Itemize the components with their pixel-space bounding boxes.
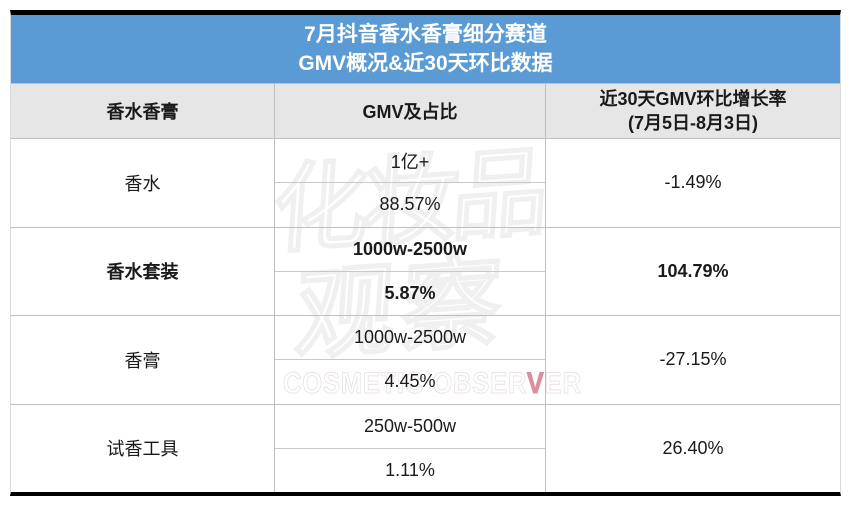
growth-cell: -27.15% (659, 349, 727, 370)
share-value: 88.57% (379, 194, 441, 215)
category-cell: 香膏 (124, 350, 161, 371)
gmv-report-table: 化妆品 观察 COSMETIC OBSERVER 7月抖音香水香膏细分赛道 GM… (10, 10, 841, 496)
header-row: 香水香膏 GMV及占比 近30天GMV环比增长率 (7月5日-8月3日) (11, 83, 840, 139)
col-header-category: 香水香膏 (106, 102, 179, 122)
table-title: 7月抖音香水香膏细分赛道 GMV概况&近30天环比数据 (11, 15, 840, 83)
col-header-growth-line2: (7月5日-8月3日) (627, 113, 759, 133)
growth-cell: -1.49% (664, 172, 722, 193)
table-row-perfume-set: 香水套装 1000w-2500w 5.87% 104.79% (11, 226, 840, 315)
col-header-growth-line1: 近30天GMV环比增长率 (599, 88, 787, 109)
table-title-line2: GMV概况&近30天环比数据 (298, 52, 553, 75)
table-row-balm: 香膏 1000w-2500w 4.45% -27.15% (11, 315, 840, 404)
gmv-value: 1000w-2500w (275, 228, 545, 272)
gmv-share-cell: 250w-500w 1.11% (274, 404, 546, 492)
table-title-line1: 7月抖音香水香膏细分赛道 (304, 22, 547, 46)
share-value: 5.87% (384, 282, 436, 303)
share-value: 4.45% (384, 371, 436, 392)
gmv-share-cell: 1000w-2500w 4.45% (274, 316, 546, 404)
growth-cell: 26.40% (662, 437, 724, 458)
share-value: 1.11% (385, 459, 435, 480)
gmv-value: 1亿+ (275, 139, 545, 184)
category-cell: 试香工具 (106, 439, 179, 460)
gmv-value: 250w-500w (275, 405, 545, 449)
col-header-growth: 近30天GMV环比增长率 (7月5日-8月3日) (546, 84, 840, 138)
gmv-share-cell: 1亿+ 88.57% (274, 139, 546, 227)
category-cell: 香水套装 (106, 262, 179, 283)
growth-cell: 104.79% (657, 260, 729, 281)
col-header-gmv: GMV及占比 (274, 84, 546, 138)
data-table: 香水香膏 GMV及占比 近30天GMV环比增长率 (7月5日-8月3日) 香水 … (11, 83, 840, 492)
gmv-share-cell: 1000w-2500w 5.87% (274, 227, 546, 315)
table-row-perfume: 香水 1亿+ 88.57% -1.49% (11, 139, 840, 227)
category-cell: 香水 (124, 173, 161, 194)
gmv-value: 1000w-2500w (275, 316, 545, 361)
table-row-tester: 试香工具 250w-500w 1.11% 26.40% (11, 403, 840, 492)
